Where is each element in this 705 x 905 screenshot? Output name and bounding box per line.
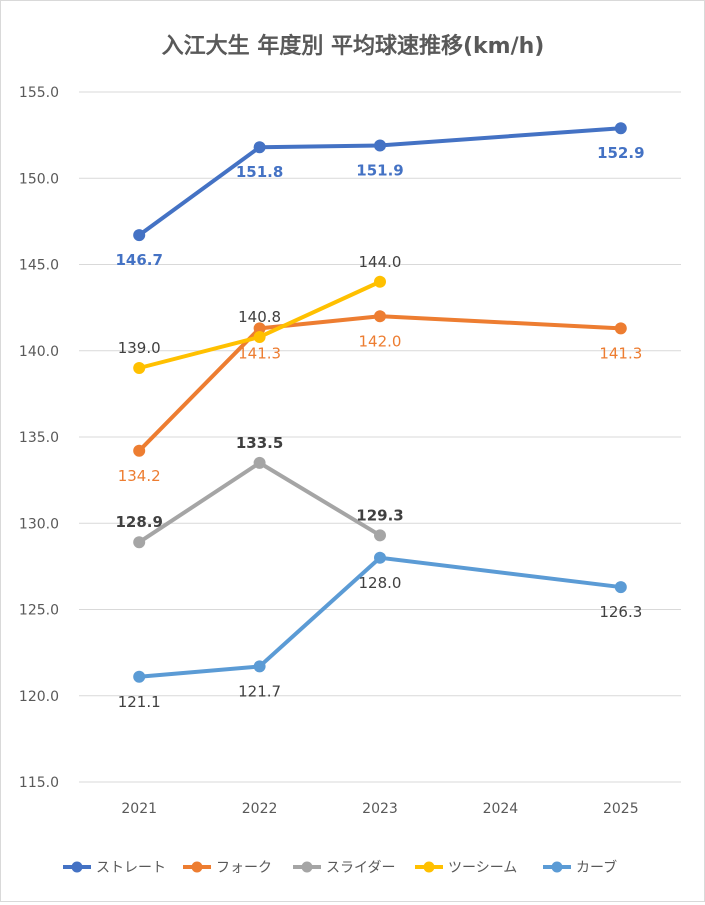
legend-label: カーブ bbox=[576, 859, 617, 876]
data-label: 142.0 bbox=[359, 332, 402, 350]
data-label: 146.7 bbox=[115, 251, 162, 269]
data-point bbox=[253, 660, 266, 673]
data-label: 126.3 bbox=[599, 603, 642, 621]
x-tick-label: 2023 bbox=[362, 801, 398, 817]
data-point bbox=[614, 322, 627, 335]
series-line bbox=[137, 314, 623, 453]
x-tick-label: 2024 bbox=[483, 801, 519, 817]
x-axis-tick-labels: 2021 2022 2023 2024 2025 bbox=[121, 801, 638, 817]
data-label: 133.5 bbox=[236, 434, 283, 452]
y-tick-label: 150.0 bbox=[19, 171, 59, 187]
data-label: 141.3 bbox=[599, 344, 642, 362]
series-points bbox=[133, 122, 627, 683]
data-point bbox=[133, 229, 146, 242]
legend-marker bbox=[301, 861, 313, 873]
y-axis-tick-labels: 115.0 120.0 125.0 130.0 135.0 140.0 145.0 150.0… bbox=[19, 85, 59, 791]
series-line bbox=[137, 555, 623, 679]
legend-label: ストレート bbox=[96, 860, 166, 876]
series-line bbox=[137, 126, 623, 238]
legend-marker bbox=[191, 861, 203, 873]
data-point bbox=[374, 551, 386, 564]
data-point bbox=[253, 456, 266, 469]
chart-title: 入江大生 年度別 平均球速推移(km/h) bbox=[162, 33, 545, 59]
y-tick-label: 115.0 bbox=[19, 775, 59, 791]
data-label: 129.3 bbox=[356, 506, 403, 524]
legend-label: ツーシーム bbox=[448, 860, 517, 876]
legend-marker bbox=[71, 861, 83, 873]
y-tick-label: 120.0 bbox=[19, 689, 59, 705]
data-label: 128.9 bbox=[115, 513, 162, 531]
data-label: 139.0 bbox=[118, 339, 161, 357]
legend-marker bbox=[423, 861, 435, 873]
data-point bbox=[253, 322, 266, 335]
data-label: 141.3 bbox=[238, 344, 281, 362]
data-point bbox=[133, 444, 146, 457]
data-label: 151.8 bbox=[236, 163, 283, 181]
data-labels: 146.7 151.8 151.9 152.9 134.2 141.3 142.0 141.3… bbox=[115, 144, 644, 711]
legend-marker bbox=[551, 861, 563, 873]
y-tick-label: 155.0 bbox=[19, 85, 59, 101]
x-tick-label: 2025 bbox=[603, 801, 639, 817]
legend-label: フォーク bbox=[216, 860, 272, 876]
y-tick-label: 140.0 bbox=[19, 344, 59, 360]
data-label: 134.2 bbox=[118, 467, 161, 485]
data-label: 140.8 bbox=[238, 308, 281, 326]
data-point bbox=[253, 330, 266, 343]
series-lines bbox=[137, 126, 623, 679]
legend-label: スライダー bbox=[326, 860, 395, 876]
y-tick-label: 135.0 bbox=[19, 430, 59, 446]
data-label: 121.1 bbox=[118, 693, 161, 711]
data-point bbox=[614, 581, 627, 594]
data-label: 144.0 bbox=[359, 253, 402, 271]
x-tick-label: 2021 bbox=[121, 801, 157, 817]
y-tick-label: 130.0 bbox=[19, 516, 59, 532]
data-point bbox=[133, 536, 146, 549]
y-tick-label: 145.0 bbox=[19, 258, 59, 274]
gridlines bbox=[79, 91, 681, 783]
x-tick-label: 2022 bbox=[242, 801, 278, 817]
data-label: 128.0 bbox=[359, 574, 402, 592]
data-point bbox=[374, 529, 386, 542]
data-point bbox=[133, 670, 146, 683]
data-point bbox=[133, 362, 146, 374]
data-label: 151.9 bbox=[356, 161, 403, 179]
data-point bbox=[253, 141, 266, 154]
data-label: 152.9 bbox=[597, 144, 644, 162]
legend: ストレート フォーク スライダー ツーシーム カーブ bbox=[63, 859, 617, 876]
data-label: 121.7 bbox=[238, 682, 281, 700]
data-point bbox=[374, 310, 386, 323]
data-point bbox=[374, 139, 386, 152]
series-line bbox=[137, 460, 382, 545]
data-point bbox=[374, 275, 386, 288]
data-point bbox=[614, 122, 627, 135]
y-tick-label: 125.0 bbox=[19, 603, 59, 619]
